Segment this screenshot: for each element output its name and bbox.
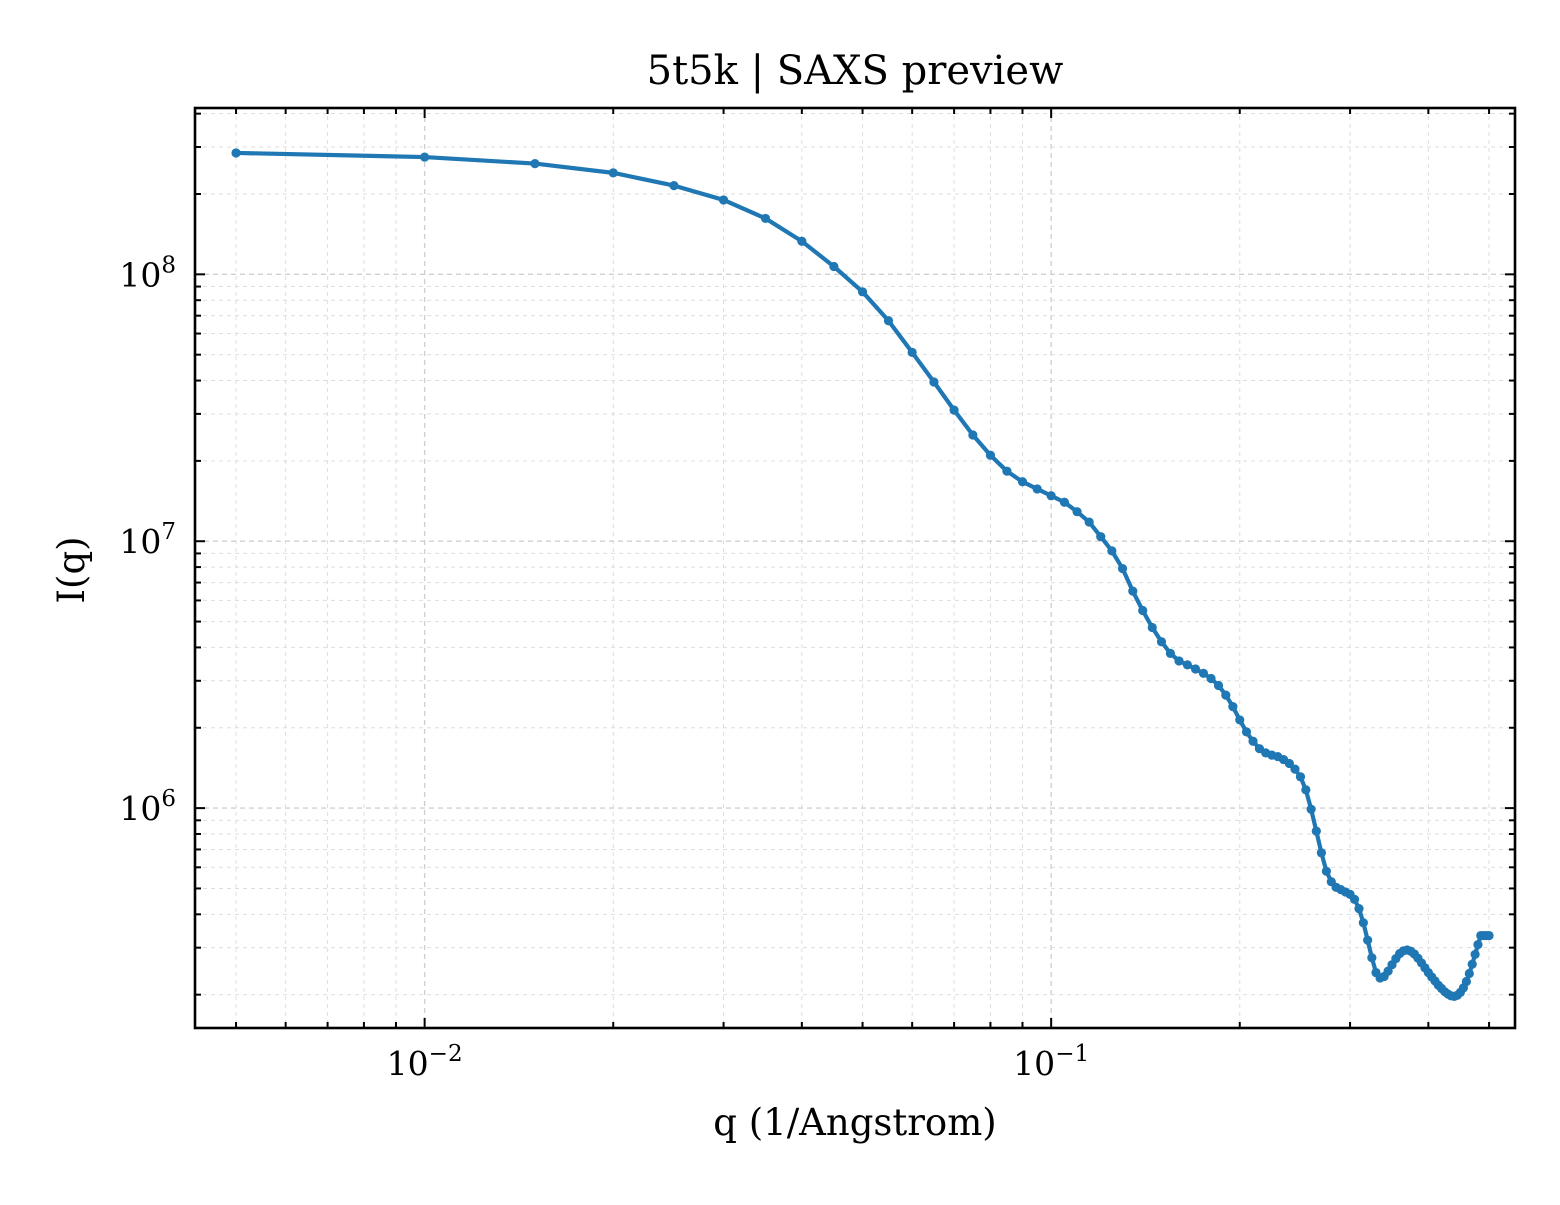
- data-point: [1213, 680, 1224, 691]
- grid-layer: [195, 108, 1515, 1028]
- tick-layer: [195, 108, 1515, 1028]
- data-point: [1190, 664, 1201, 674]
- data-point: [985, 450, 996, 460]
- data-point: [1165, 648, 1175, 658]
- data-point: [1235, 715, 1245, 725]
- data-point: [1002, 466, 1012, 476]
- data-point: [1174, 656, 1184, 666]
- x-tick-label: 10−2: [387, 1041, 463, 1083]
- data-point: [968, 430, 978, 440]
- x-tick-label: 10−1: [1013, 1041, 1089, 1083]
- data-point: [883, 316, 894, 326]
- data-point: [1464, 968, 1474, 979]
- data-point: [231, 148, 241, 158]
- data-point: [1138, 605, 1148, 616]
- data-point: [1017, 477, 1028, 487]
- data-point: [907, 347, 917, 357]
- y-tick-label: 108: [119, 252, 176, 294]
- data-point: [420, 152, 430, 162]
- y-tick-label: 106: [119, 786, 176, 828]
- data-point: [1206, 673, 1216, 684]
- data-point: [1284, 758, 1294, 769]
- data-point: [1467, 959, 1477, 969]
- data-point: [1059, 497, 1070, 507]
- data-point: [760, 213, 771, 224]
- data-point: [1046, 491, 1056, 501]
- data-point: [829, 261, 839, 272]
- data-point: [857, 287, 868, 297]
- data-point: [1321, 866, 1331, 876]
- data-point: [1470, 949, 1480, 960]
- data-point: [1248, 736, 1258, 746]
- data-point: [1156, 637, 1167, 647]
- y-tick-label: 107: [119, 519, 176, 561]
- data-point: [1107, 546, 1117, 556]
- data-point: [1461, 976, 1471, 987]
- chart-title: 5t5k | SAXS preview: [647, 48, 1064, 94]
- data-point: [1084, 517, 1094, 527]
- y-axis-label: I(q): [50, 536, 93, 603]
- data-point: [949, 405, 959, 415]
- data-point: [1311, 826, 1321, 836]
- data-point: [1363, 935, 1373, 945]
- plot-frame: [193, 106, 1517, 1030]
- data-point: [1358, 918, 1368, 928]
- data-point: [1295, 772, 1306, 782]
- data-point: [1147, 622, 1157, 633]
- x-axis-label: q (1/Angstrom): [713, 1101, 996, 1144]
- data-point: [669, 181, 679, 191]
- data-point: [1316, 848, 1327, 858]
- data-point: [1306, 804, 1316, 814]
- data-point: [797, 236, 807, 246]
- data-point: [1349, 894, 1360, 904]
- data-point: [1290, 764, 1300, 774]
- label-layer: 10−2 10−1 106 107 108: [119, 252, 1089, 1083]
- data-point: [1221, 690, 1231, 700]
- data-point: [1228, 702, 1238, 712]
- data-point: [1241, 727, 1252, 737]
- data-point: [1032, 484, 1042, 494]
- data-point: [1484, 930, 1494, 941]
- data-point: [1072, 507, 1082, 517]
- data-point: [608, 168, 618, 178]
- series-layer: [231, 148, 1494, 1002]
- data-point: [1096, 532, 1106, 542]
- data-point: [929, 377, 939, 387]
- data-point: [1301, 785, 1311, 795]
- data-point: [718, 195, 729, 205]
- data-point: [530, 158, 540, 169]
- data-point: [1198, 668, 1209, 678]
- data-point: [1473, 940, 1483, 950]
- data-point: [1182, 660, 1193, 670]
- data-point: [1117, 563, 1128, 574]
- data-point: [1128, 586, 1138, 596]
- data-point: [1354, 904, 1364, 914]
- data-point: [1367, 953, 1377, 963]
